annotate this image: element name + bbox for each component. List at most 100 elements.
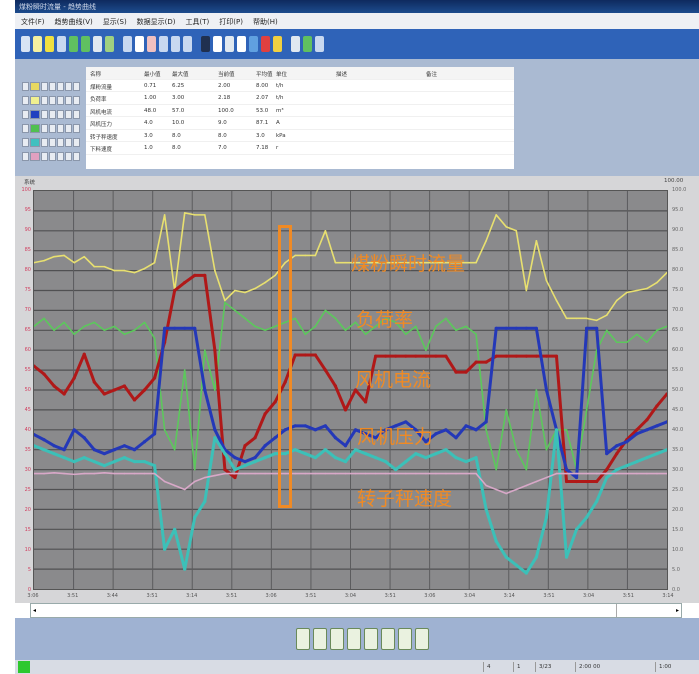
option-icon[interactable] xyxy=(57,82,64,91)
option-icon[interactable] xyxy=(49,152,56,161)
menu-trend[interactable]: 趋势曲线(V) xyxy=(54,18,93,26)
table-row[interactable]: 负荷率 1.00 3.00 2.18 2.07 t/h xyxy=(86,92,514,105)
list-icon[interactable] xyxy=(213,36,222,52)
column-header[interactable]: 最大值 xyxy=(172,72,189,78)
prev-icon[interactable] xyxy=(69,36,78,52)
option-icon[interactable] xyxy=(73,152,80,161)
ruler-v-icon[interactable] xyxy=(183,36,192,52)
layout-icon[interactable] xyxy=(237,36,246,52)
option-icon[interactable] xyxy=(49,82,56,91)
pause-icon[interactable] xyxy=(313,628,327,650)
column-header[interactable]: 单位 xyxy=(276,72,288,78)
menu-print[interactable]: 打印(P) xyxy=(219,18,243,26)
zoom-out-icon[interactable] xyxy=(105,36,114,52)
column-header[interactable]: 备注 xyxy=(426,72,438,78)
rewind-icon[interactable] xyxy=(330,628,344,650)
alarm-yellow-icon[interactable] xyxy=(273,36,282,52)
column-header[interactable]: 描述 xyxy=(336,72,348,78)
option-icon[interactable] xyxy=(49,110,56,119)
option-icon[interactable] xyxy=(57,96,64,105)
color-swatch[interactable] xyxy=(30,152,40,161)
menu-data[interactable]: 数据显示(D) xyxy=(136,18,176,26)
separator-icon[interactable] xyxy=(123,36,132,52)
option-icon[interactable] xyxy=(41,124,48,133)
option-icon[interactable] xyxy=(73,96,80,105)
column-header[interactable]: 当前值 xyxy=(218,72,235,78)
menu-display[interactable]: 显示(S) xyxy=(102,18,127,26)
option-icon[interactable] xyxy=(41,96,48,105)
trend-chart[interactable] xyxy=(32,190,669,590)
step-forward-icon[interactable] xyxy=(381,628,395,650)
color-swatch[interactable] xyxy=(30,124,40,133)
menu-tools[interactable]: 工具(T) xyxy=(185,18,210,26)
option-icon[interactable] xyxy=(41,152,48,161)
print-icon[interactable] xyxy=(291,36,300,52)
select-icon[interactable] xyxy=(201,36,210,52)
menu-help[interactable]: 帮助(H) xyxy=(252,18,278,26)
legend-row[interactable] xyxy=(22,150,86,163)
page-prev-icon[interactable] xyxy=(147,36,156,52)
option-icon[interactable] xyxy=(73,82,80,91)
help-icon[interactable] xyxy=(315,36,324,52)
forward-icon[interactable] xyxy=(347,628,361,650)
table-row[interactable]: 下料速度 1.0 8.0 7.0 7.18 r xyxy=(86,142,514,155)
table-row[interactable]: 风机电流 48.0 57.0 100.0 53.0 m³ xyxy=(86,105,514,117)
option-icon[interactable] xyxy=(57,138,64,147)
color-swatch[interactable] xyxy=(30,110,40,119)
step-back-icon[interactable] xyxy=(364,628,378,650)
color-swatch[interactable] xyxy=(30,138,40,147)
option-icon[interactable] xyxy=(73,124,80,133)
scroll-right-arrow-icon[interactable]: ▸ xyxy=(675,607,679,614)
option-icon[interactable] xyxy=(65,96,72,105)
column-header[interactable]: 名称 xyxy=(90,72,102,78)
option-icon[interactable] xyxy=(65,138,72,147)
time-scrollbar[interactable]: ◂ ▸ xyxy=(30,603,682,618)
checkbox[interactable] xyxy=(22,96,29,105)
option-icon[interactable] xyxy=(65,82,72,91)
scroll-left-arrow-icon[interactable]: ◂ xyxy=(33,607,37,614)
table-row[interactable]: 煤粉流量 0.71 6.25 2.00 8.00 t/h xyxy=(86,80,514,92)
option-icon[interactable] xyxy=(57,124,64,133)
option-icon[interactable] xyxy=(57,152,64,161)
option-icon[interactable] xyxy=(41,138,48,147)
option-icon[interactable] xyxy=(65,124,72,133)
legend-row[interactable] xyxy=(22,94,86,107)
option-icon[interactable] xyxy=(57,110,64,119)
option-icon[interactable] xyxy=(73,110,80,119)
option-icon[interactable] xyxy=(41,82,48,91)
checkbox[interactable] xyxy=(22,82,29,91)
next-icon[interactable] xyxy=(81,36,90,52)
page-icon[interactable] xyxy=(135,36,144,52)
checkbox[interactable] xyxy=(22,124,29,133)
column-header[interactable]: 最小值 xyxy=(144,72,161,78)
pen-icon[interactable] xyxy=(225,36,234,52)
zoom-in-icon[interactable] xyxy=(93,36,102,52)
legend-row[interactable] xyxy=(22,80,86,93)
cursor-icon[interactable] xyxy=(33,36,42,52)
export-icon[interactable] xyxy=(398,628,412,650)
play-icon[interactable] xyxy=(296,628,310,650)
checkbox[interactable] xyxy=(22,138,29,147)
grid-icon[interactable] xyxy=(21,36,30,52)
scroll-thumb[interactable] xyxy=(616,604,617,617)
legend-row[interactable] xyxy=(22,108,86,121)
warning-icon[interactable] xyxy=(45,36,54,52)
option-icon[interactable] xyxy=(49,96,56,105)
option-icon[interactable] xyxy=(41,110,48,119)
ruler-h-icon[interactable] xyxy=(171,36,180,52)
color-swatch[interactable] xyxy=(30,82,40,91)
alarm-red-icon[interactable] xyxy=(261,36,270,52)
info-icon[interactable] xyxy=(57,36,66,52)
alarm-icon[interactable] xyxy=(249,36,258,52)
legend-row[interactable] xyxy=(22,136,86,149)
ruler-icon[interactable] xyxy=(159,36,168,52)
menu-file[interactable]: 文件(F) xyxy=(21,18,45,26)
checkbox[interactable] xyxy=(22,152,29,161)
refresh-icon[interactable] xyxy=(303,36,312,52)
table-row[interactable]: 转子秤速度 3.0 8.0 8.0 3.0 kPa xyxy=(86,130,514,142)
option-icon[interactable] xyxy=(49,124,56,133)
table-row[interactable]: 风机压力 4.0 10.0 9.0 87.1 A xyxy=(86,117,514,130)
option-icon[interactable] xyxy=(65,152,72,161)
column-header[interactable]: 平均值 xyxy=(256,72,273,78)
color-swatch[interactable] xyxy=(30,96,40,105)
